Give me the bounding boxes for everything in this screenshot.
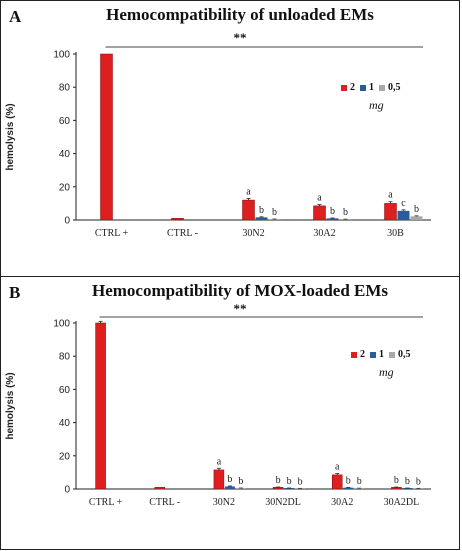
legend-swatch: [379, 84, 385, 91]
legend-label: 2: [350, 82, 355, 93]
significance-marker: **: [233, 301, 247, 316]
y-tick-label: 80: [59, 352, 71, 363]
x-tick-label: 30N2: [213, 497, 235, 508]
significance-letter: b: [343, 207, 348, 218]
bar-30N2-s1: [224, 486, 235, 489]
significance-letter: b: [394, 475, 399, 486]
legend-label: 1: [369, 82, 374, 93]
bar-30B-s0: [384, 203, 397, 221]
legend-item-2: 2: [351, 349, 365, 360]
legend-label: 2: [360, 349, 365, 360]
y-tick-label: 0: [64, 216, 70, 227]
legend-swatch: [370, 351, 376, 358]
legend-label: 1: [379, 349, 384, 360]
bar-30N2-s0: [242, 199, 255, 221]
x-tick-label: 30N2DL: [265, 497, 301, 508]
legend-swatch: [360, 84, 366, 91]
chart-b-svg: 0 20 40 60 80 100 hemolysis (%) CTRL + CTRL - 30N…: [5, 316, 431, 508]
significance-letter: b: [259, 205, 264, 216]
legend: 2 1 0,5 mg: [351, 349, 416, 380]
x-tick-label: 30N2: [242, 228, 264, 239]
significance-letter: b: [330, 206, 335, 217]
bar-30A2-s1: [326, 218, 339, 220]
legend: 2 1 0,5 mg: [341, 82, 406, 113]
significance-letter: b: [357, 476, 362, 487]
bar-30A2-s0: [332, 474, 343, 490]
legend-label: 0,5: [398, 349, 411, 360]
y-tick-label: 0: [64, 485, 70, 496]
significance-letter: b: [405, 476, 410, 487]
panel-letter: B: [9, 283, 21, 302]
significance-letter: a: [317, 193, 322, 204]
x-tick-label: CTRL -: [149, 497, 180, 508]
significance-letter: b: [272, 207, 277, 218]
significance-letter: b: [287, 476, 292, 487]
bar-30N2-s2: [268, 219, 281, 220]
bar-CTRL-s0: [171, 218, 184, 221]
bar-30A2-s1: [343, 487, 354, 489]
significance-letter: b: [238, 476, 243, 487]
significance-letter: b: [346, 475, 351, 486]
bar-30A2-s0: [313, 205, 326, 221]
x-tick-label: CTRL +: [95, 228, 129, 239]
y-axis-label: hemolysis (%): [5, 103, 16, 170]
bar-CTRL-s0: [154, 487, 165, 490]
x-tick-label: CTRL -: [167, 228, 198, 239]
bar-30A2DL-s0: [391, 487, 402, 490]
significance-letter: b: [416, 476, 421, 487]
panel-letter: A: [9, 7, 22, 26]
y-tick-label: 40: [59, 418, 71, 429]
chart-a-svg: 0 20 40 60 80 100 hemolysis (%) CTRL + CTRL - 30N…: [5, 46, 431, 239]
bar-CTRL-s0: [100, 53, 113, 221]
bar-30B-s2: [410, 216, 423, 220]
legend-item-1: 1: [360, 82, 374, 93]
legend-unit: mg: [369, 98, 384, 112]
bar-30A2DL-s1: [402, 488, 413, 489]
y-tick-label: 100: [53, 319, 70, 330]
y-tick-label: 80: [59, 83, 71, 94]
significance-letter: b: [298, 476, 303, 487]
y-tick-label: 40: [59, 149, 71, 160]
chart-title: Hemocompatibility of unloaded EMs: [106, 5, 374, 24]
y-tick-label: 60: [59, 385, 71, 396]
legend-label: 0,5: [388, 82, 401, 93]
panel-b: 0 20 40 60 80 100 hemolysis (%) CTRL + CTRL - 30N…: [0, 276, 460, 550]
x-tick-label: 30A2: [313, 228, 335, 239]
legend-item-05: 0,5: [379, 82, 401, 93]
x-tick-label: CTRL +: [89, 497, 123, 508]
bar-30N2DL-s1: [284, 488, 295, 489]
x-tick-label: 30A2: [331, 497, 353, 508]
significance-letter: a: [217, 456, 222, 467]
bar-30N2-s0: [213, 469, 225, 490]
legend-swatch: [389, 351, 395, 358]
bar-30N2-s1: [255, 217, 268, 220]
significance-letter: b: [227, 474, 232, 485]
x-tick-label: 30B: [387, 228, 404, 239]
legend-swatch: [341, 84, 347, 91]
legend-item-1: 1: [370, 349, 384, 360]
x-tick-label: 30A2DL: [384, 497, 420, 508]
panel-a: 0 20 40 60 80 100 hemolysis (%) CTRL + CTRL - 30N…: [0, 0, 460, 277]
y-tick-label: 60: [59, 116, 71, 127]
bar-30N2-s2: [235, 488, 246, 489]
significance-letter: c: [401, 198, 406, 209]
significance-letter: b: [414, 204, 419, 215]
significance-letter: a: [335, 462, 340, 473]
y-axis-label: hemolysis (%): [5, 372, 16, 439]
legend-item-05: 0,5: [389, 349, 411, 360]
significance-letter: b: [276, 475, 281, 486]
legend-swatch: [351, 351, 357, 358]
legend-unit: mg: [379, 365, 394, 379]
legend-item-2: 2: [341, 82, 355, 93]
bar-30B-s1: [397, 210, 410, 220]
bar-CTRL-s0: [95, 322, 106, 490]
significance-letter: a: [246, 186, 251, 197]
y-tick-label: 20: [59, 182, 71, 193]
bar-30N2DL-s0: [272, 487, 284, 490]
y-tick-label: 20: [59, 451, 71, 462]
chart-title: Hemocompatibility of MOX-loaded EMs: [91, 281, 389, 300]
y-tick-label: 100: [53, 50, 70, 61]
significance-letter: a: [388, 190, 393, 201]
significance-marker: **: [233, 30, 247, 45]
